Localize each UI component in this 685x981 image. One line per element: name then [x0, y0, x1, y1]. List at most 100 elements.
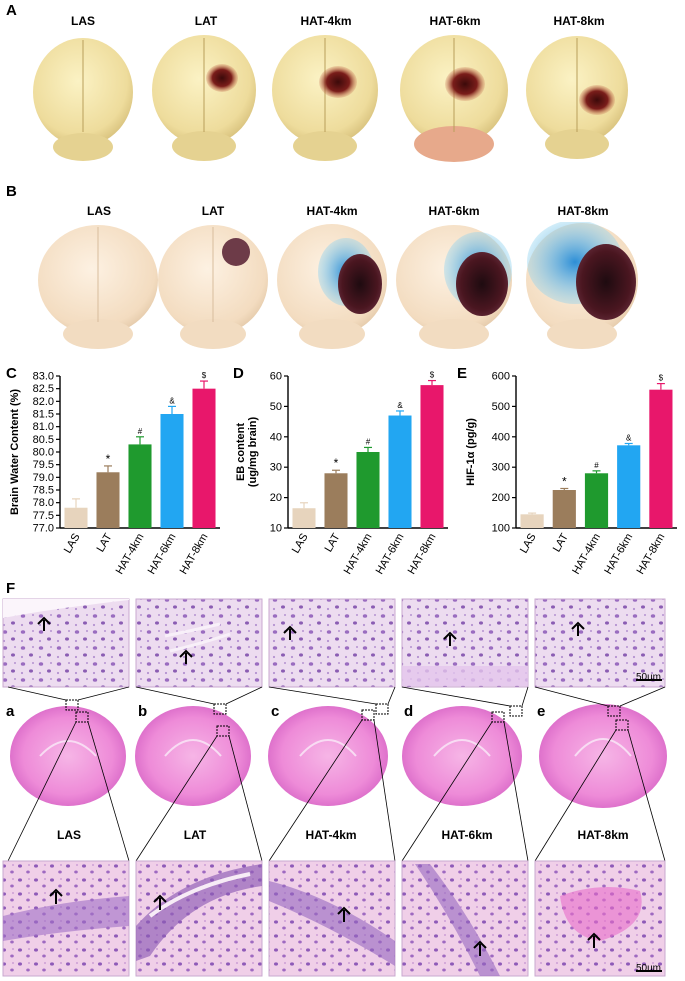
- sub-letter-e: e: [537, 703, 546, 720]
- significance-marker: $: [202, 371, 207, 380]
- significance-marker: &: [169, 396, 175, 405]
- x-tick-label: LAS: [290, 532, 311, 556]
- bar-HAT-4km: [584, 473, 609, 528]
- y-tick-label: 79.5: [33, 459, 54, 471]
- arrow-icon: [571, 621, 585, 636]
- x-tick-label: HAT-8km: [178, 532, 211, 577]
- y-tick-label: 77.5: [33, 510, 54, 522]
- section-lat: [135, 703, 251, 806]
- panel-letter-b: B: [6, 183, 17, 200]
- significance-marker: #: [138, 427, 143, 436]
- micro-top-hat6: [401, 598, 529, 688]
- y-tick-label: 81.0: [33, 421, 54, 433]
- y-axis-label: EB content: [235, 423, 247, 481]
- bar-LAT: [324, 473, 348, 528]
- y-tick-label: 300: [492, 462, 510, 474]
- section-hat4: [268, 703, 389, 806]
- x-tick-label: LAT: [551, 531, 571, 554]
- micro-top-lat: [135, 598, 263, 688]
- brain-label-b-hat8: HAT-8km: [557, 204, 609, 218]
- brain-b-hat6: [396, 225, 512, 349]
- panel-letter-e: E: [457, 365, 468, 382]
- y-tick-label: 78.5: [33, 485, 54, 497]
- significance-marker: *: [106, 452, 111, 466]
- micro-bottom-hat8: [534, 860, 666, 977]
- sub-letter-a: a: [6, 703, 15, 720]
- significance-marker: *: [562, 474, 567, 488]
- panel-f-histology: [2, 598, 667, 977]
- brain-b-hat4: [277, 224, 387, 349]
- x-tick-label: LAT: [323, 531, 343, 554]
- brain-label-a-hat8: HAT-8km: [553, 14, 605, 28]
- panel-letter-d: D: [233, 365, 244, 382]
- brain-a-lat: [152, 35, 256, 161]
- section-hat6: [402, 705, 523, 806]
- significance-marker: &: [397, 401, 403, 410]
- x-tick-label: HAT-4km: [114, 532, 147, 577]
- micro-top-hat4: [268, 598, 396, 688]
- arrow-icon: [283, 625, 297, 640]
- arrow-icon: [443, 631, 457, 646]
- sub-letter-d: d: [404, 703, 414, 720]
- significance-marker: $: [659, 374, 664, 383]
- brain-b-lat: [158, 225, 268, 349]
- micro-bottom-lat: [135, 860, 263, 977]
- x-tick-label: LAT: [95, 531, 115, 554]
- significance-marker: &: [626, 433, 632, 442]
- y-tick-label: 60: [270, 371, 282, 383]
- group-label-las: LAS: [57, 828, 81, 842]
- brain-label-a-hat4: HAT-4km: [300, 14, 352, 28]
- y-axis-label: HIF-1α (pg/g): [465, 418, 477, 486]
- group-label-hat4: HAT-4km: [305, 828, 357, 842]
- x-tick-label: LAS: [62, 532, 83, 556]
- arrow-icon: [153, 894, 167, 910]
- y-tick-label: 400: [492, 431, 510, 443]
- chart-c: 77.077.578.078.579.079.580.080.581.081.5…: [9, 371, 220, 577]
- y-tick-label: 10: [270, 523, 282, 535]
- brain-a-hat6: [400, 35, 508, 162]
- y-tick-label: 30: [270, 462, 282, 474]
- y-tick-label: 500: [492, 401, 510, 413]
- significance-marker: $: [430, 371, 435, 380]
- micro-bottom-las: [2, 860, 130, 977]
- panel-letter-c: C: [6, 365, 17, 382]
- bar-LAT: [552, 490, 576, 528]
- y-tick-label: 100: [492, 523, 510, 535]
- sub-letter-b: b: [138, 703, 148, 720]
- micro-bottom-hat4: [268, 860, 396, 977]
- brain-b-hat8: [526, 222, 638, 349]
- arrow-icon: [337, 906, 351, 922]
- bar-HAT-6km: [160, 414, 184, 528]
- arrow-icon: [37, 616, 51, 631]
- bar-LAS: [520, 514, 544, 528]
- bar-LAT: [96, 472, 120, 528]
- brain-label-b-hat6: HAT-6km: [428, 204, 480, 218]
- arrow-icon: [179, 649, 193, 664]
- y-axis-label: Brain Water Content (%): [9, 389, 21, 515]
- x-tick-label: HAT-6km: [146, 532, 179, 577]
- brain-label-b-hat4: HAT-4km: [306, 204, 358, 218]
- bar-LAS: [64, 507, 88, 528]
- y-tick-label: 50: [270, 401, 282, 413]
- y-tick-label: 77.0: [33, 523, 54, 535]
- y-tick-label: 20: [270, 492, 282, 504]
- scale-label-bottom: 50um: [636, 963, 662, 974]
- bar-HAT-6km: [388, 415, 412, 528]
- y-tick-label: 83.0: [33, 371, 54, 383]
- brain-label-a-lat: LAT: [194, 14, 218, 28]
- zoom-lines: [7, 686, 666, 862]
- micro-top-hat8: [534, 598, 666, 688]
- bar-HAT-8km: [192, 388, 216, 528]
- y-axis-label: (ug/mg brain): [247, 417, 259, 488]
- panel-letter-f: F: [6, 580, 16, 597]
- x-tick-label: HAT-6km: [374, 532, 407, 577]
- micro-bottom-hat6: [401, 860, 529, 977]
- y-tick-label: 200: [492, 492, 510, 504]
- x-tick-label: HAT-4km: [342, 532, 375, 577]
- x-tick-label: HAT-8km: [635, 532, 668, 577]
- arrow-icon: [473, 940, 487, 956]
- x-tick-label: HAT-8km: [406, 532, 439, 577]
- bar-HAT-4km: [128, 444, 152, 528]
- brain-a-hat8: [526, 36, 628, 159]
- brain-label-a-las: LAS: [71, 14, 95, 28]
